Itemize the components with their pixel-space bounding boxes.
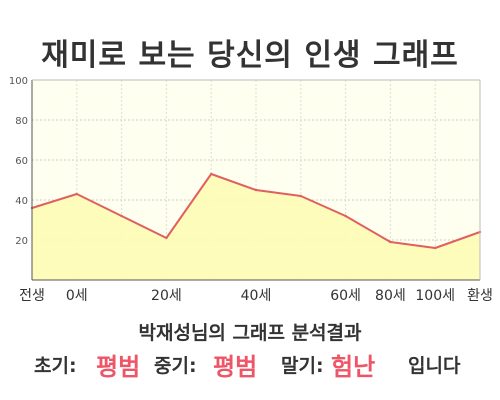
y-tick-label: 60 [15,156,28,167]
x-tick-label: 환생 [467,288,493,304]
data-point [120,214,123,218]
x-tick-label: 60세 [330,288,361,304]
x-tick-label: 20세 [151,288,182,304]
mid-value: 평범 [213,353,258,381]
y-tick-label: 20 [15,236,28,247]
x-tick-label: 0세 [66,288,88,304]
x-tick-label: 80세 [375,288,406,304]
mid-label: 중기: [154,355,197,377]
x-tick-label: 100세 [415,288,455,304]
early-value: 평범 [96,353,141,381]
data-point [389,240,392,244]
y-tick-label: 40 [15,196,28,207]
data-point [165,236,168,240]
data-point [344,214,347,218]
data-point [210,172,213,176]
y-tick-label: 80 [15,116,28,127]
result-suffix: 입니다 [408,355,461,377]
data-point [299,194,302,198]
result-summary: 초기: 평범 중기: 평범 말기: 험난 입니다 [0,345,500,381]
x-tick-label: 40세 [241,288,272,304]
y-tick-label: 100 [9,76,28,87]
result-heading: 박재성님의 그래프 분석결과 [138,322,362,344]
data-point [434,246,437,250]
early-label: 초기: [34,355,77,377]
x-tick-label: 전생 [19,288,45,304]
late-value: 험난 [331,353,376,381]
data-point [75,192,79,196]
data-point [254,188,258,192]
late-label: 말기: [281,355,324,377]
chart-title: 재미로 보는 당신의 인생 그래프 [41,38,459,73]
series-area [32,174,480,280]
